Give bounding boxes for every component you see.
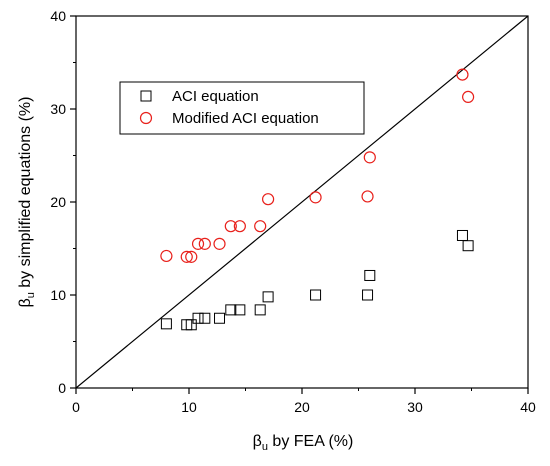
y-tick-label: 40 [50, 8, 66, 24]
x-axis-label: βu by FEA (%) [253, 433, 354, 453]
aci-equation-point [214, 312, 226, 324]
modified-aci-equation-point [233, 220, 246, 233]
modified-aci-equation-point [198, 237, 211, 250]
modified-aci-equation-point [462, 90, 475, 104]
x-tick-label: 0 [72, 399, 80, 415]
data-markers [160, 68, 475, 331]
legend-label-modified-aci: Modified ACI equation [172, 110, 319, 127]
modified-aci-equation-point [160, 249, 173, 263]
modified-aci-equation-point [456, 68, 469, 81]
aci-equation-point [456, 229, 468, 241]
modified-aci-equation-point [191, 237, 205, 250]
modified-aci-equation-point [262, 193, 275, 206]
modified-aci-equation-point [185, 250, 198, 263]
legend-marker-modified-aci [139, 111, 153, 125]
x-tick-label: 20 [294, 399, 310, 415]
aci-equation-point [462, 240, 474, 252]
y-tick-label: 10 [50, 287, 66, 303]
x-axis-ticks: 0 10 20 30 40 [72, 388, 536, 415]
aci-equation-point [234, 304, 246, 316]
modified-aci-equation-point [254, 220, 267, 233]
y-tick-label: 30 [50, 101, 66, 117]
aci-equation-point [254, 304, 266, 316]
modified-aci-equation-point [180, 250, 193, 263]
aci-equation-point [192, 312, 204, 324]
modified-aci-equation-point [309, 191, 322, 204]
legend-box [119, 81, 365, 135]
modified-aci-equation-point [224, 220, 237, 233]
aci-equation-point [262, 291, 274, 303]
x-tick-label: 10 [181, 399, 197, 415]
legend-label-aci: ACI equation [172, 88, 259, 105]
aci-equation-point [185, 319, 197, 331]
aci-equation-point [364, 269, 376, 281]
y-axis-ticks: 0 10 20 30 40 [50, 8, 76, 396]
modified-aci-equation-point [361, 190, 374, 203]
y-axis-label: βu by simplified equations (%) [17, 97, 37, 308]
aci-equation-point [362, 289, 374, 301]
aci-equation-point [225, 304, 237, 316]
x-tick-label: 40 [520, 399, 536, 415]
aci-equation-point [160, 318, 172, 330]
x-tick-label: 30 [407, 399, 423, 415]
aci-equation-point [199, 312, 211, 324]
modified-aci-equation-point [363, 151, 376, 164]
aci-equation-point [310, 289, 322, 301]
legend: ACI equation Modified ACI equation [119, 81, 365, 135]
legend-marker-aci [140, 90, 152, 102]
reference-line [75, 15, 529, 389]
y-tick-label: 20 [50, 194, 66, 210]
modified-aci-equation-point [213, 237, 226, 250]
y-tick-label: 0 [58, 380, 66, 396]
